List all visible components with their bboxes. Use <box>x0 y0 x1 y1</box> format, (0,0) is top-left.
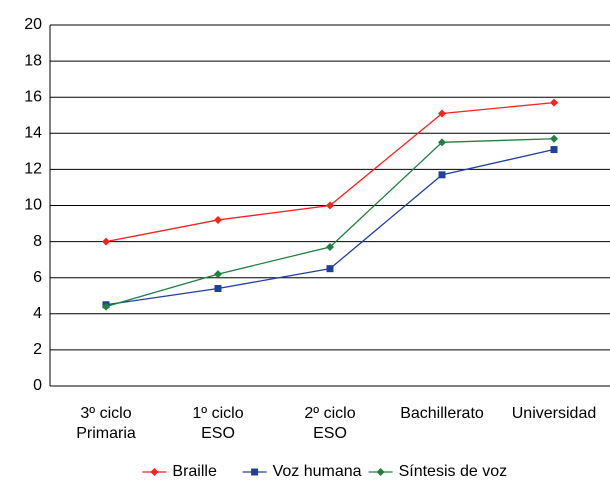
x-tick-label: 1º ciclo ESO <box>192 405 243 442</box>
data-point <box>326 265 334 273</box>
data-point <box>214 215 222 224</box>
data-point <box>102 237 110 246</box>
legend-marker <box>251 468 259 476</box>
y-tick-label: 14 <box>24 125 42 142</box>
data-point <box>214 270 222 279</box>
y-tick-label: 20 <box>24 16 42 33</box>
y-tick-label: 18 <box>24 52 42 69</box>
y-tick-label: 12 <box>24 161 42 178</box>
y-tick-label: 4 <box>33 305 42 322</box>
x-tick-label: Bachillerato <box>400 405 484 422</box>
legend-marker <box>376 468 385 476</box>
y-tick-label: 6 <box>33 269 42 286</box>
y-tick-label: 2 <box>33 341 42 358</box>
data-point <box>438 138 446 147</box>
data-point <box>214 285 222 293</box>
data-point <box>550 98 558 107</box>
data-point <box>438 109 446 118</box>
data-point <box>326 201 334 210</box>
y-tick-label: 8 <box>33 233 42 250</box>
x-tick-label: 2º ciclo ESO <box>304 405 355 442</box>
legend-label: Voz humana <box>273 463 362 480</box>
data-point <box>550 134 558 143</box>
y-tick-label: 10 <box>24 197 42 214</box>
x-tick-label: Universidad <box>512 405 596 422</box>
x-tick-label: 3º ciclo Primaria <box>76 405 136 442</box>
y-tick-label: 16 <box>24 88 42 105</box>
series-line <box>105 148 555 306</box>
legend-label: Síntesis de voz <box>399 463 508 480</box>
y-tick-label: 0 <box>33 377 42 394</box>
data-point <box>438 171 446 179</box>
data-point <box>326 243 334 252</box>
legend-marker <box>150 468 159 476</box>
series-line <box>105 101 555 243</box>
data-point <box>550 146 558 154</box>
legend-label: Braille <box>172 463 217 480</box>
data-point <box>102 302 110 311</box>
series-line <box>105 138 555 308</box>
